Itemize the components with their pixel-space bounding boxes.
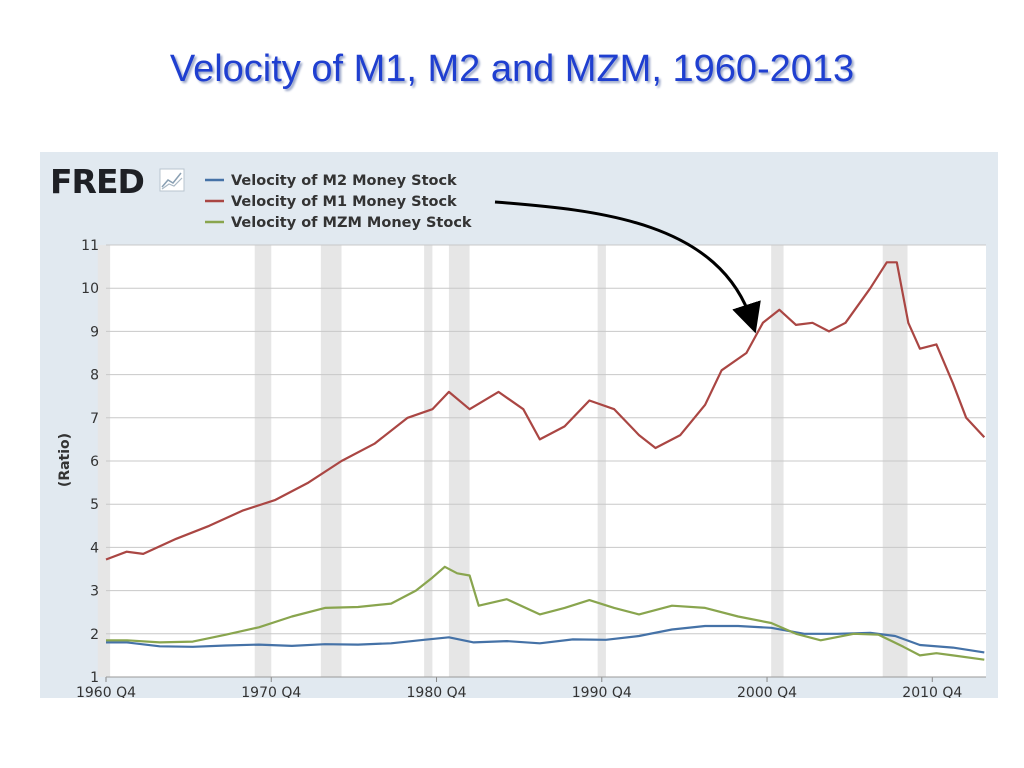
legend-label-m1: Velocity of M1 Money Stock <box>231 194 457 210</box>
x-tick-label: 1960 Q4 <box>76 685 136 698</box>
velocity-line-chart: 1 2 3 4 5 6 7 8 9 10 11 1960 Q4 1970 Q4 1980 Q4 1990 Q… <box>50 162 986 701</box>
series-lines <box>105 261 986 661</box>
y-tick-label: 10 <box>81 281 99 297</box>
series-line-mzm <box>106 565 985 661</box>
y-tick-label: 2 <box>90 627 99 643</box>
fred-chart-icon <box>159 168 185 192</box>
y-tick-label: 8 <box>90 368 99 384</box>
legend-label-m2: Velocity of M2 Money Stock <box>231 173 457 189</box>
series-line-m2 <box>106 624 985 654</box>
gridlines <box>106 244 986 678</box>
y-tick-label: 4 <box>90 540 99 556</box>
legend-label-mzm: Velocity of MZM Money Stock <box>231 215 472 231</box>
x-tick-label: 2010 Q4 <box>902 685 962 698</box>
legend-item-m1: Velocity of M1 Money Stock <box>205 194 457 210</box>
slide-title: Velocity of M1, M2 and MZM, 1960-2013 <box>169 48 855 90</box>
x-tick-label: 1970 Q4 <box>241 685 301 698</box>
x-tick-label: 2000 Q4 <box>737 685 797 698</box>
y-axis-label: (Ratio) <box>57 433 73 487</box>
y-tick-label: 6 <box>90 454 99 470</box>
fred-logo-text: FRED <box>50 162 144 201</box>
y-tick-label: 5 <box>90 497 99 513</box>
annotation-arrow <box>494 200 761 334</box>
y-tick-label: 7 <box>90 411 99 427</box>
y-tick-label: 1 <box>90 670 99 686</box>
x-tick-label: 1990 Q4 <box>572 685 632 698</box>
y-tick-label: 3 <box>90 584 99 600</box>
y-tick-label: 11 <box>81 238 99 254</box>
fred-logo: FRED <box>50 162 185 201</box>
x-tick-label: 1980 Q4 <box>407 685 467 698</box>
legend: Velocity of M2 Money Stock Velocity of M… <box>205 173 472 231</box>
series-line-m1 <box>105 261 986 561</box>
recession-band <box>97 245 111 677</box>
legend-item-mzm: Velocity of MZM Money Stock <box>205 215 472 231</box>
axis-labels: 1 2 3 4 5 6 7 8 9 10 11 1960 Q4 1970 Q4 1980 Q4 1990 Q… <box>76 238 986 701</box>
legend-item-m2: Velocity of M2 Money Stock <box>205 173 457 189</box>
y-tick-label: 9 <box>90 324 99 340</box>
chart-panel: 1 2 3 4 5 6 7 8 9 10 11 1960 Q4 1970 Q4 1980 Q4 1990 Q… <box>40 152 998 701</box>
